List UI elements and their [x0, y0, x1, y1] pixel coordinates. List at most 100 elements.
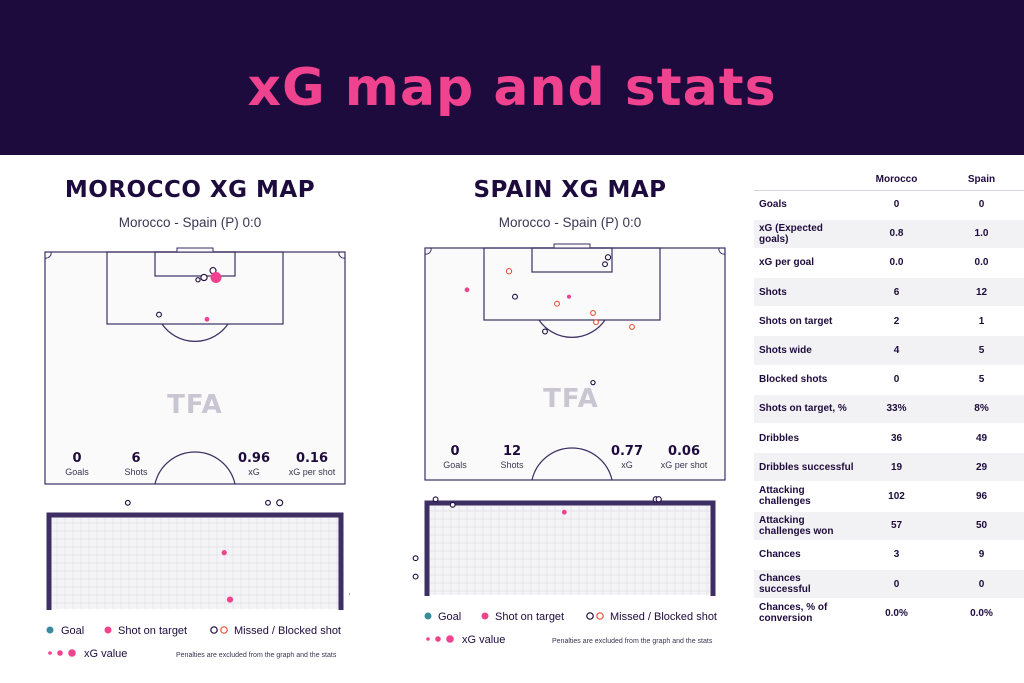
legend-xg-medium-icon: [57, 650, 63, 656]
pitch-outline: [44, 251, 346, 485]
morocco-shot-markers: [124, 267, 350, 603]
legend-missed-label: Missed / Blocked shot: [610, 611, 717, 623]
goal-posts: [46, 512, 344, 610]
stats-spain-value: 0.0: [939, 248, 1024, 279]
legend-xg-medium-icon: [435, 636, 441, 642]
spain-xg-panel: SPAIN XG MAP Morocco - Spain (P) 0:0 TFA…: [410, 155, 730, 683]
center-circle: [154, 451, 236, 485]
legend-on-target-icon: [104, 626, 112, 634]
morocco-stats-row: 0 Goals 6 Shots 0.96 xG 0.16 xG per shot: [65, 451, 336, 477]
goal-mouth: [176, 247, 214, 253]
pitch-shot-marker: [204, 316, 210, 322]
stats-metric-label: Attacking challenges won: [754, 511, 854, 541]
legend-xg-large-icon: [68, 649, 76, 657]
corner-arc-left: [44, 251, 52, 259]
legend-xg-small-icon: [426, 637, 430, 641]
morocco-pitch: TFA: [44, 247, 346, 485]
penalty-arc: [161, 323, 229, 342]
stats-row: xG (Expected goals) 0.8 1.0: [754, 219, 1024, 249]
legend-missed-icon: [210, 626, 218, 634]
stat-shots-value: 12: [503, 444, 521, 459]
goal-shot-marker: [265, 499, 271, 506]
morocco-legend: Goal Shot on target Missed / Blocked sho…: [46, 625, 341, 660]
stat-xg-per-shot-label: xG per shot: [661, 460, 708, 470]
stats-spain-value: 29: [939, 452, 1024, 483]
stats-row: Shots on target 2 1: [754, 306, 1024, 337]
goal-mouth: [553, 243, 591, 249]
stats-spain-value: 5: [939, 365, 1024, 395]
stats-spain-value: 1: [939, 306, 1024, 337]
stats-row: Attacking challenges 102 96: [754, 481, 1024, 512]
stats-row: xG per goal 0.0 0.0: [754, 248, 1024, 279]
stats-header-spain: Spain: [939, 170, 1024, 191]
corner-arc-right: [338, 251, 346, 259]
stats-metric-label: Shots wide: [754, 335, 854, 366]
stats-metric-label: Attacking challenges: [754, 481, 854, 512]
pitch-shot-marker: [554, 300, 560, 307]
stats-morocco-value: 102: [854, 481, 939, 512]
goal-shot-marker: [124, 499, 131, 506]
stats-row: Attacking challenges won 57 50: [754, 511, 1024, 541]
stats-row: Shots 6 12: [754, 277, 1024, 308]
spain-map-subtitle: Morocco - Spain (P) 0:0: [498, 215, 642, 230]
tfa-watermark: TFA: [543, 384, 599, 414]
stat-goals-label: Goals: [443, 460, 467, 470]
stat-xg-value: 0.77: [611, 444, 643, 459]
stat-goals-value: 0: [72, 451, 81, 466]
stats-morocco-value: 0.0%: [854, 598, 939, 629]
stats-morocco-value: 0: [854, 190, 939, 220]
legend-on-target-label: Shot on target: [118, 625, 187, 637]
legend-goal-label: Goal: [438, 611, 461, 623]
stats-metric-label: Dribbles: [754, 423, 854, 454]
stats-body: Goals 0 0 xG (Expected goals) 0.8 1.0 xG per g…: [754, 190, 1024, 629]
stat-xg-label: xG: [248, 467, 260, 477]
stats-metric-label: Chances, % of conversion: [754, 598, 854, 629]
header-banner: xG map and stats: [0, 0, 1024, 155]
stats-spain-value: 8%: [939, 394, 1024, 425]
goal-shot-marker: [412, 555, 419, 562]
stats-morocco-value: 0.8: [854, 219, 939, 249]
pitch-shot-marker: [200, 273, 208, 282]
center-circle: [531, 447, 613, 481]
stats-table: Morocco Spain Goals 0 0 xG (Expected goals)…: [754, 170, 1024, 629]
stats-metric-label: Goals: [754, 190, 854, 220]
legend-xg-large-icon: [446, 635, 454, 643]
legend-xg-small-icon: [48, 651, 52, 655]
stats-morocco-value: 0: [854, 365, 939, 395]
stats-morocco-value: 6: [854, 277, 939, 308]
stats-row: Chances 3 9: [754, 540, 1024, 570]
pitch-shot-marker: [590, 379, 596, 386]
pitch-outline: [424, 247, 726, 481]
stats-morocco-value: 33%: [854, 394, 939, 425]
pitch-shot-marker: [590, 310, 596, 316]
morocco-map-title: MOROCCO XG MAP: [64, 177, 316, 203]
stat-xg-label: xG: [621, 460, 633, 470]
spain-pitch: TFA: [424, 243, 726, 481]
legend-xg-value-label: xG value: [84, 648, 127, 660]
stats-spain-value: 49: [939, 423, 1024, 454]
stat-shots-value: 6: [131, 451, 140, 466]
stats-morocco-value: 19: [854, 452, 939, 483]
pitch-shot-marker: [566, 294, 572, 299]
stats-spain-value: 0.0%: [939, 598, 1024, 629]
pitch-shot-marker: [629, 323, 635, 330]
stats-metric-label: Blocked shots: [754, 365, 854, 395]
legend-xg-value-label: xG value: [462, 634, 505, 646]
stat-xg-per-shot-value: 0.06: [668, 444, 700, 459]
stats-row: Dribbles 36 49: [754, 423, 1024, 454]
spain-stats-row: 0 Goals 12 Shots 0.77 xG 0.06 xG per sho…: [443, 444, 708, 470]
stats-metric-label: Shots: [754, 277, 854, 308]
legend-note: Penalties are excluded from the graph an…: [552, 638, 713, 645]
morocco-xg-chart: TFA 0 Goals 6 Shots 0.96 xG 0.16 xG per …: [44, 247, 350, 660]
corner-arc-left: [424, 247, 432, 255]
pitch-shot-marker: [505, 268, 513, 275]
goal-posts: [424, 500, 716, 596]
stat-shots-label: Shots: [124, 467, 148, 477]
stats-metric-label: Chances successful: [754, 569, 854, 600]
stats-metric-label: Chances: [754, 540, 854, 570]
spain-goal-frame: [424, 500, 716, 596]
spain-legend: Goal Shot on target Missed / Blocked sho…: [424, 611, 717, 646]
stats-spain-value: 96: [939, 481, 1024, 512]
morocco-goal-frame: [46, 512, 344, 610]
stats-row: Shots wide 4 5: [754, 335, 1024, 366]
